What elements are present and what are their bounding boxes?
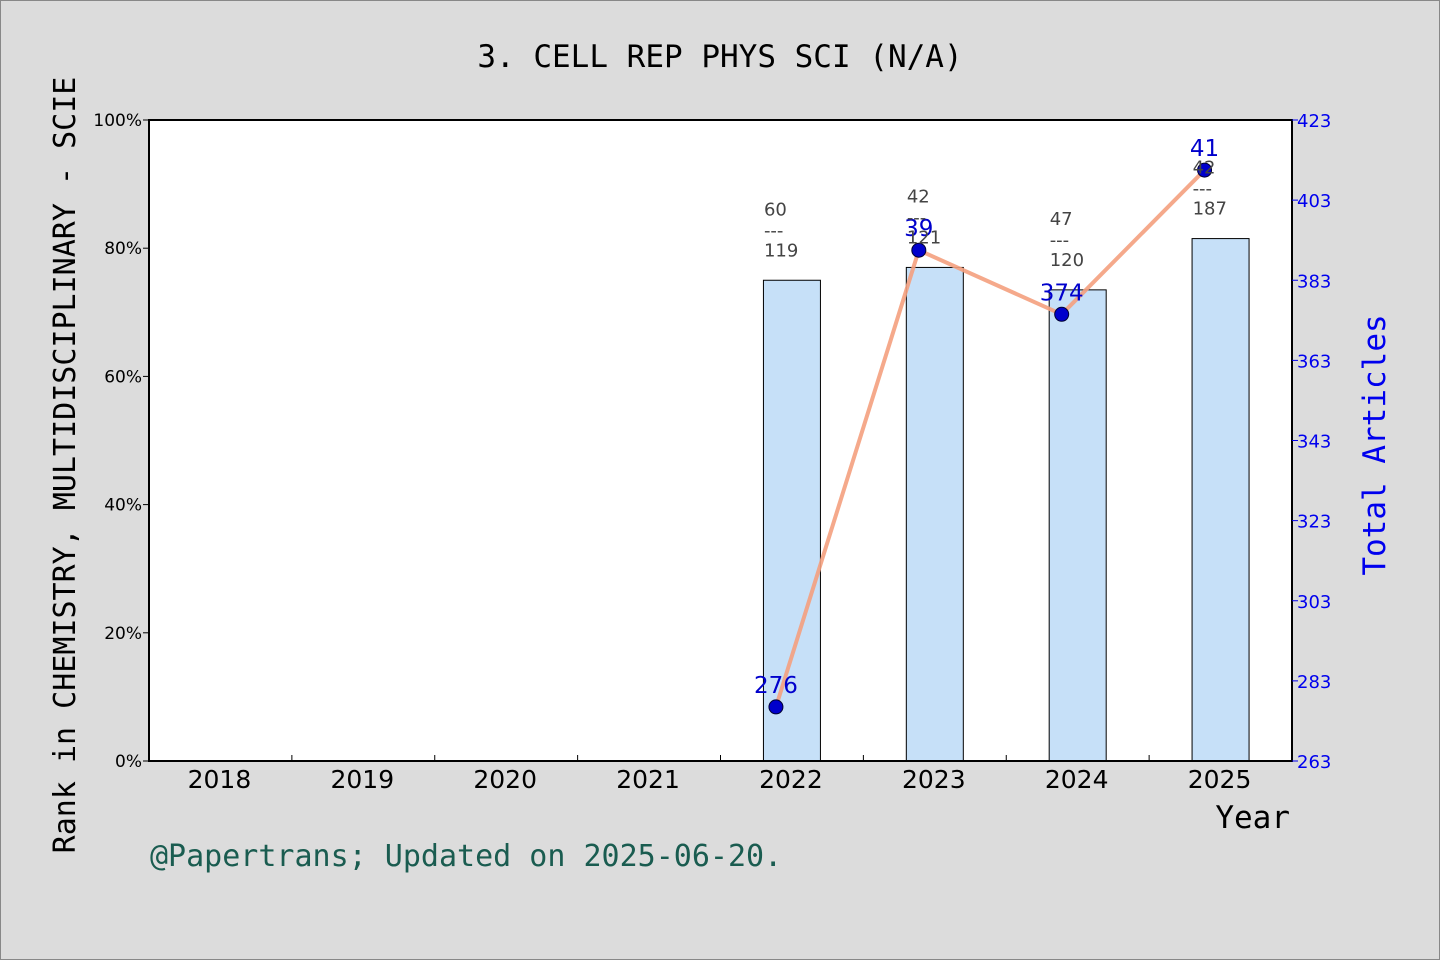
rank-label-2024: 47 xyxy=(1050,209,1073,230)
rank-total-2024: 120 xyxy=(1050,250,1084,271)
y-tick-label: 80% xyxy=(104,239,142,259)
y-tick-label: 40% xyxy=(104,496,142,516)
x-tick-label-2025: 2025 xyxy=(1188,765,1252,794)
x-tick-label-2022: 2022 xyxy=(759,765,823,794)
line-value-label-2022: 276 xyxy=(754,673,798,699)
x-axis-label: Year xyxy=(1215,800,1290,836)
rank-label-2022: 60 xyxy=(764,199,787,220)
line-value-label-2024: 374 xyxy=(1040,280,1084,306)
y2-tick-label: 303 xyxy=(1297,592,1331,613)
line-marker-2024 xyxy=(1054,306,1070,322)
y-tick-label: 60% xyxy=(104,367,142,387)
y-tick-label: 0% xyxy=(115,752,142,772)
bar-2023 xyxy=(905,266,964,762)
y2-tick-label: 403 xyxy=(1297,191,1331,212)
y2-axis-label: Total Articles xyxy=(1357,314,1393,575)
y2-tick-label: 343 xyxy=(1297,432,1331,453)
y2-tick-label: 363 xyxy=(1297,351,1331,372)
chart-title: 3. CELL REP PHYS SCI (N/A) xyxy=(477,39,962,75)
x-tick-label-2024: 2024 xyxy=(1045,765,1109,794)
y2-tick-label: 423 xyxy=(1297,111,1331,132)
rank-total-2022: 119 xyxy=(764,240,798,261)
x-tick-label-2019: 2019 xyxy=(331,765,395,794)
rank-separator-2025: --- xyxy=(1193,179,1213,200)
rank-total-2023: 121 xyxy=(907,227,941,248)
line-value-label-2023: 39 xyxy=(904,216,933,242)
rank-label-2023: 42 xyxy=(907,186,930,207)
bar-2024 xyxy=(1048,289,1107,762)
line-value-label-2025: 41 xyxy=(1190,136,1219,162)
y2-tick-label: 283 xyxy=(1297,672,1331,693)
line-group: 276 39 374 41 xyxy=(754,136,1219,715)
bar-2022 xyxy=(762,279,821,762)
line-marker-2023 xyxy=(911,242,927,258)
x-tick-label-2018: 2018 xyxy=(188,765,252,794)
footer-note: @Papertrans; Updated on 2025-06-20. xyxy=(150,839,782,874)
rank-label-2025: 42 xyxy=(1193,158,1216,179)
y2-axis: 263 283 303 323 343 363 383 403 423 xyxy=(1292,111,1331,773)
plot-area xyxy=(149,120,1292,761)
line-marker-2025 xyxy=(1197,162,1213,178)
y2-tick-label: 323 xyxy=(1297,512,1331,533)
bar-2025 xyxy=(1191,238,1250,762)
y-axis-label: Rank in CHEMISTRY, MULTIDISCIPLINARY - S… xyxy=(48,77,83,854)
rank-total-2025: 187 xyxy=(1193,199,1227,220)
line-marker-2022 xyxy=(768,699,784,715)
rank-separator-2023: --- xyxy=(907,207,927,228)
x-tick-label-2023: 2023 xyxy=(902,765,966,794)
y-axis: 0% 20% 40% 60% 80% 100% xyxy=(93,111,149,772)
bars-group xyxy=(762,238,1250,762)
x-tick-label-2021: 2021 xyxy=(616,765,680,794)
y-tick-label: 100% xyxy=(93,111,142,131)
y2-tick-label: 383 xyxy=(1297,271,1331,292)
rank-separator-2022: --- xyxy=(764,220,784,241)
y2-tick-label: 263 xyxy=(1297,752,1331,773)
x-axis: 2018 2019 2020 2021 2022 2023 2024 2025 xyxy=(188,755,1252,794)
total-articles-line xyxy=(774,168,1206,708)
rank-separator-2024: --- xyxy=(1050,230,1070,251)
y-tick-label: 20% xyxy=(104,624,142,644)
x-tick-label-2020: 2020 xyxy=(473,765,537,794)
